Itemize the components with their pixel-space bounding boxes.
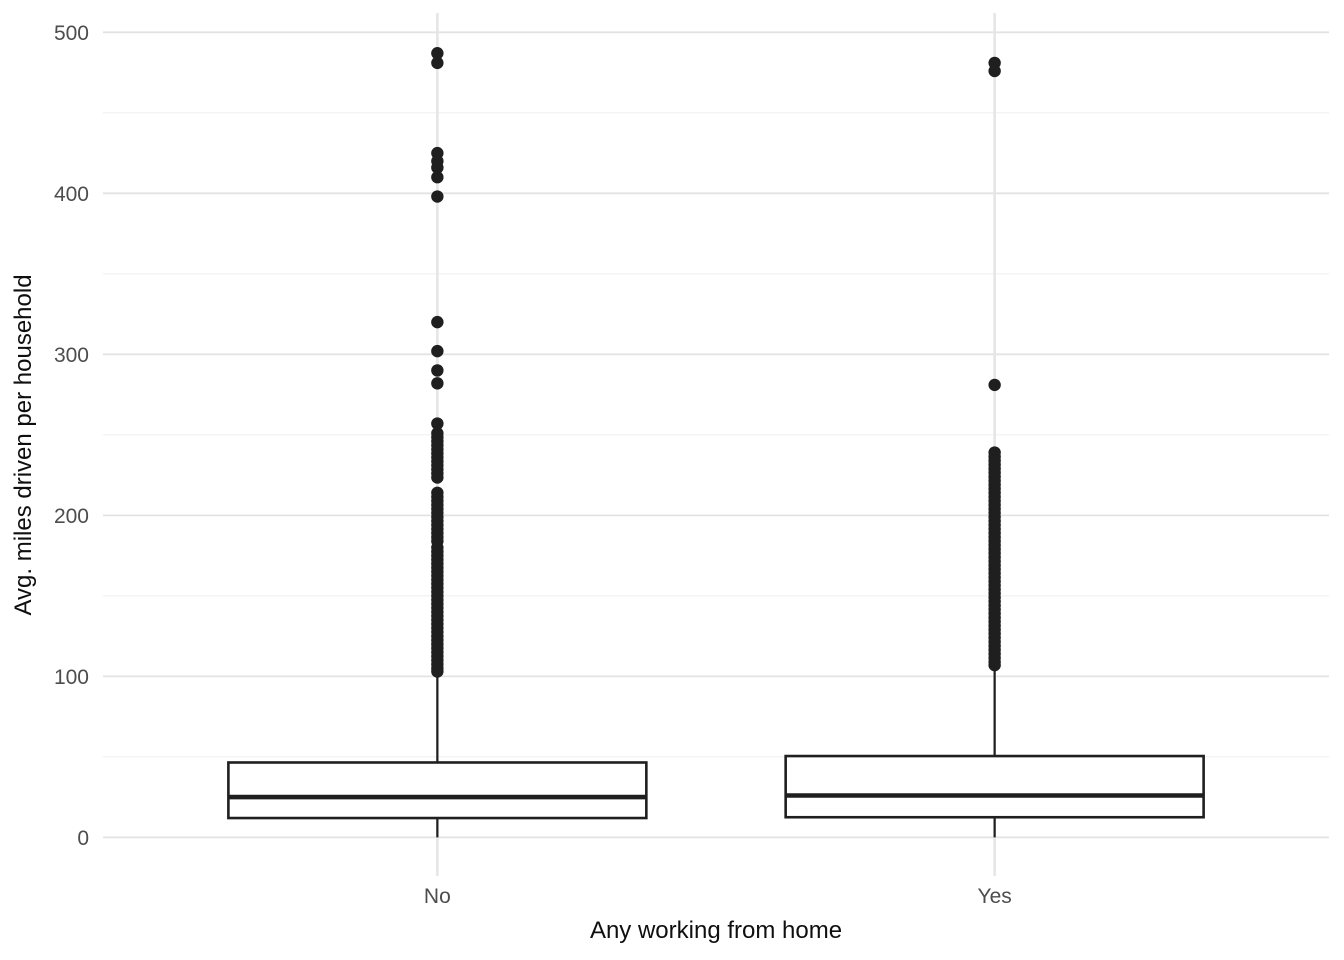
outlier-point-no (431, 471, 444, 484)
outlier-point-no (431, 56, 444, 70)
x-tick-label-no: No (424, 885, 451, 908)
outlier-point-no (431, 315, 444, 329)
box-iqr-no (227, 761, 648, 820)
y-axis-title: Avg. miles driven per household (10, 274, 37, 615)
x-axis-title: Any working from home (590, 917, 842, 944)
outlier-point-no (431, 47, 444, 60)
y-tick-label-300: 300 (54, 344, 89, 367)
y-tick-label-400: 400 (54, 183, 89, 206)
x-tick-label-yes: Yes (978, 885, 1012, 908)
outlier-point-no (431, 417, 444, 430)
axis-layer: Any working from home Avg. miles driven … (10, 274, 842, 944)
box-iqr-yes (784, 754, 1205, 819)
outlier-point-no (431, 344, 444, 358)
outlier-point-yes (988, 378, 1001, 392)
outlier-point-no (431, 364, 444, 377)
grid-layer (103, 13, 1329, 876)
y-tick-label-500: 500 (54, 22, 89, 45)
y-tick-label-0: 0 (77, 827, 89, 850)
y-tick-label-100: 100 (54, 666, 89, 689)
outlier-point-no (431, 377, 444, 390)
data-layer (227, 47, 1205, 838)
y-tick-label-200: 200 (54, 505, 89, 528)
outlier-point-yes (988, 658, 1001, 672)
outlier-point-no (431, 190, 444, 203)
outlier-point-yes (988, 64, 1001, 78)
tick-layer: 0 100 200 300 400 500 No Yes (54, 22, 1012, 908)
outlier-point-no (431, 665, 444, 678)
outlier-point-no (431, 171, 444, 184)
outlier-point-no (431, 161, 444, 174)
